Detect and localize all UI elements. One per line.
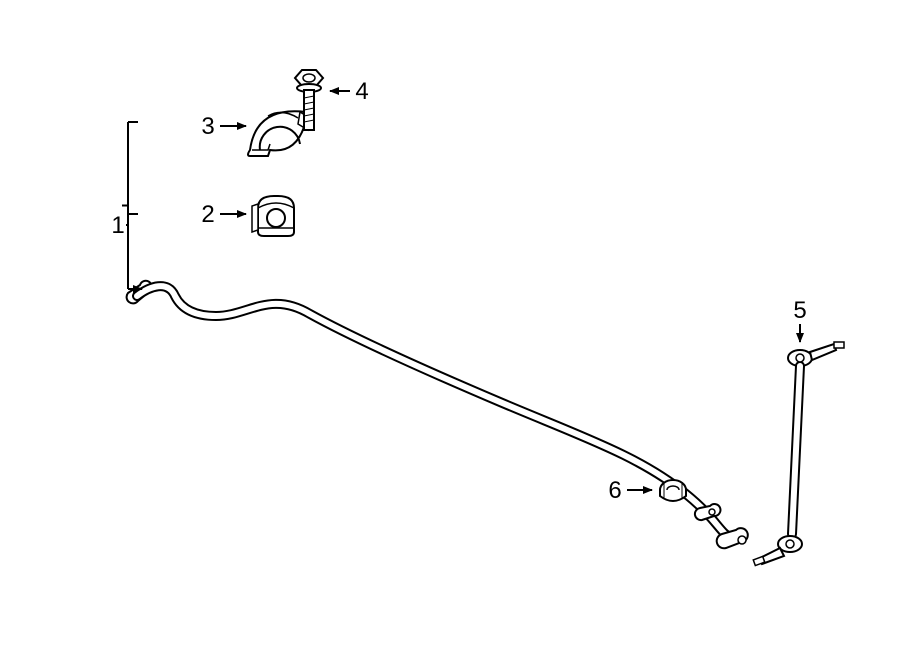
callouts: 1 2 3 4 5 6 [111, 78, 806, 504]
callout-bracket [122, 122, 142, 289]
bushing [252, 196, 294, 236]
callout-label-3: 3 [201, 113, 214, 140]
stabilizer-link [753, 342, 844, 566]
stabilizer-bar [127, 281, 748, 548]
callout-label-4: 4 [355, 78, 368, 105]
callout-label-5: 5 [793, 297, 806, 324]
nut [660, 480, 686, 501]
bushing-clamp [248, 111, 310, 156]
callout-label-1: 1 [111, 212, 124, 239]
callout-label-2: 2 [201, 201, 214, 228]
parts-diagram: 1 2 3 4 5 6 [0, 0, 900, 661]
callout-label-6: 6 [608, 477, 621, 504]
